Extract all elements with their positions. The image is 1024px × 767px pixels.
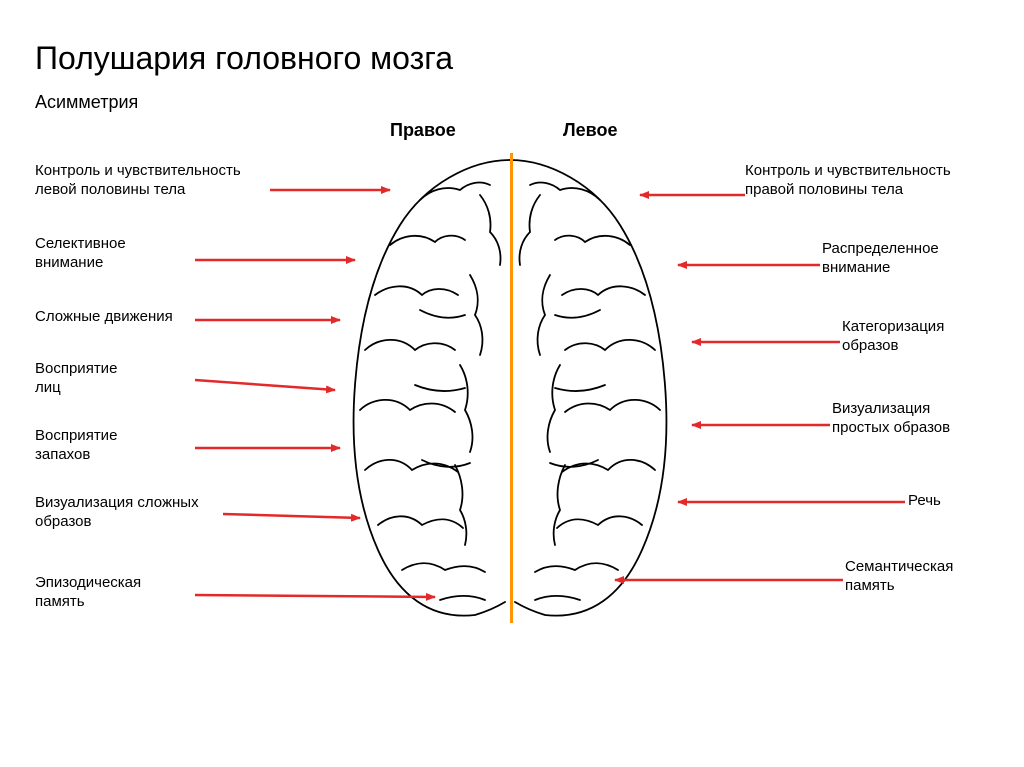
- function-label-right-5: Визуализация сложныхобразов: [35, 494, 199, 532]
- function-label-right-0: Контроль и чувствительностьлевой половин…: [35, 162, 241, 200]
- function-label-left-3: Визуализацияпростых образов: [832, 400, 950, 438]
- function-label-right-3: Восприятиелиц: [35, 360, 117, 398]
- function-label-left-5: Семантическаяпамять: [845, 558, 953, 596]
- function-label-left-0: Контроль и чувствительностьправой полови…: [745, 162, 951, 200]
- function-label-left-1: Распределенноевнимание: [822, 240, 939, 278]
- hemisphere-header-right: Правое: [390, 120, 456, 141]
- function-label-right-6: Эпизодическаяпамять: [35, 574, 141, 612]
- hemisphere-header-left: Левое: [563, 120, 617, 141]
- function-label-right-4: Восприятиезапахов: [35, 427, 117, 465]
- page-title: Полушария головного мозга: [35, 40, 453, 77]
- function-label-left-2: Категоризацияобразов: [842, 318, 944, 356]
- brain-midline: [510, 153, 513, 623]
- function-label-left-4: Речь: [908, 492, 941, 511]
- function-label-right-2: Сложные движения: [35, 308, 173, 327]
- page-subtitle: Асимметрия: [35, 92, 138, 113]
- function-label-right-1: Селективноевнимание: [35, 235, 126, 273]
